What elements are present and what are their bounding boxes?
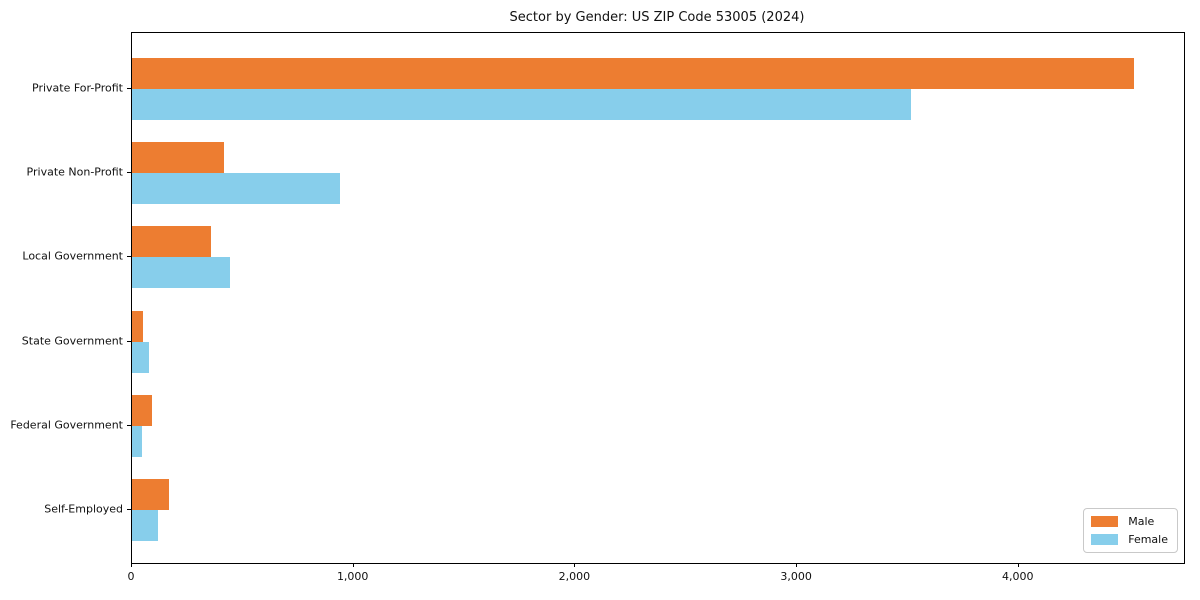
x-axis-tick-label: 0 <box>127 570 135 583</box>
x-axis-tick <box>796 563 798 567</box>
y-axis-label-federal-government: Federal Government <box>10 418 123 432</box>
bar-male-federal-government <box>132 394 152 426</box>
legend-label-female: Female <box>1128 533 1168 546</box>
bar-female-local-government <box>132 257 230 289</box>
y-axis-label-state-government: State Government <box>21 334 123 348</box>
x-axis-tick <box>352 563 354 567</box>
bar-male-local-government <box>132 226 211 258</box>
legend-label-male: Male <box>1128 515 1155 528</box>
x-axis-tick <box>1017 563 1019 567</box>
y-axis-label-private-non-profit: Private Non-Profit <box>26 165 123 179</box>
y-axis-tick <box>127 256 131 258</box>
x-axis-tick-label: 2,000 <box>558 570 591 583</box>
y-axis-tick <box>127 88 131 89</box>
bar-female-federal-government <box>132 425 142 457</box>
x-axis-tick <box>574 563 576 567</box>
legend-item-female: Female <box>1091 533 1168 546</box>
x-axis-tick-label: 3,000 <box>780 570 812 583</box>
y-axis-label-private-for-profit: Private For-Profit <box>32 81 123 95</box>
y-axis-label-self-employed: Self-Employed <box>44 502 123 516</box>
legend-swatch-male <box>1091 516 1119 527</box>
legend-item-male: Male <box>1091 515 1168 528</box>
legend: Male Female <box>1083 508 1178 553</box>
x-axis-tick-label: 4,000 <box>1002 570 1034 583</box>
bar-male-state-government <box>132 310 143 342</box>
bar-female-state-government <box>132 341 150 373</box>
y-axis-tick <box>127 172 131 174</box>
plot-area: Male Female <box>131 32 1185 564</box>
legend-swatch-female <box>1091 534 1119 545</box>
bar-male-private-for-profit <box>132 58 1135 89</box>
x-axis-tick <box>131 563 132 567</box>
bar-male-self-employed <box>132 479 170 510</box>
bar-female-private-non-profit <box>132 173 341 205</box>
x-axis-tick-label: 1,000 <box>336 570 369 583</box>
y-axis-tick <box>127 340 131 342</box>
y-axis-tick <box>127 424 131 426</box>
bar-male-private-non-profit <box>132 142 224 174</box>
chart-title: Sector by Gender: US ZIP Code 53005 (202… <box>509 10 805 25</box>
bar-female-self-employed <box>132 510 159 541</box>
y-axis-label-local-government: Local Government <box>22 249 123 263</box>
y-axis-tick <box>127 509 131 510</box>
bar-female-private-for-profit <box>132 89 912 120</box>
